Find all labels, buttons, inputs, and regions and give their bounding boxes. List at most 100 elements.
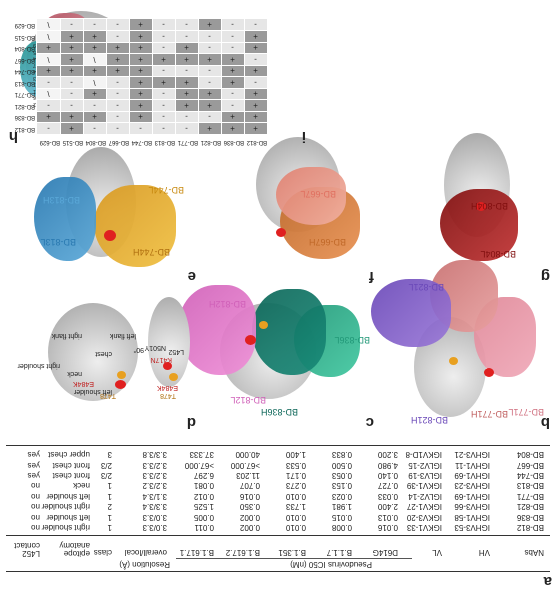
heatmap-cell: +: [243, 110, 268, 124]
table-cell: 0.005: [193, 512, 214, 522]
heatmap-cell: -: [151, 18, 176, 32]
heatmap-cell: \: [82, 75, 107, 89]
heatmap-col-label: BD-629: [39, 139, 60, 145]
heatmap-cell: -: [220, 18, 245, 32]
e484k-site-large: [115, 380, 126, 389]
heatmap-cell: +: [82, 64, 107, 78]
heatmap-cell: +: [197, 18, 222, 32]
table-cell: BD-771: [516, 491, 544, 501]
heatmap-cell: -: [36, 75, 61, 89]
d-label-neck: neck: [67, 370, 82, 377]
label-bd804h: BD-804H: [470, 201, 508, 211]
panel-label-f: f: [369, 268, 374, 285]
table-cell: BD-744: [516, 471, 544, 480]
heatmap-row-label: BD-744: [14, 68, 35, 75]
heatmap-cell: \: [36, 18, 61, 32]
heatmap-col-label: BD-821: [200, 139, 221, 145]
table-cell: 2.400: [377, 502, 398, 512]
table-cell: IGLV2-14: [408, 491, 442, 501]
table-cell: 3.3/3.4: [142, 502, 167, 512]
d-label-right-shoulder: right shoulder: [17, 362, 60, 369]
table-cell: BD-813: [516, 481, 544, 491]
heatmap-col-label: BD-812: [246, 139, 267, 145]
table-cell: 0.016: [239, 491, 260, 501]
heatmap-cell: +: [82, 29, 107, 43]
table-cell: 0.273: [285, 481, 306, 491]
heatmap-cell: +: [174, 75, 199, 89]
label-bd744h: BD-744H: [132, 247, 170, 257]
heatmap-row-label: BD-813: [14, 80, 35, 86]
table-cell: 0.016: [377, 523, 398, 532]
table-cell: BD-812: [516, 523, 544, 532]
heatmap-row-label: BD-812: [14, 126, 35, 132]
th-b1351: B.1.351: [278, 548, 306, 557]
heatmap-cell: -: [59, 87, 84, 101]
table-cell: 0.153: [331, 481, 352, 491]
heatmap-cell: +: [105, 52, 130, 66]
table-cell: 0.350: [239, 502, 260, 512]
table-cell: 3.0/3.3: [142, 512, 167, 522]
heatmap-cell: -: [220, 98, 245, 112]
table-cell: left shoulder: [46, 512, 90, 522]
table-cell: 0.023: [331, 491, 352, 501]
table-cell: 0.171: [285, 471, 306, 480]
table-cell: 0.033: [377, 491, 398, 501]
heatmap-cell: +: [174, 87, 199, 101]
table-cell: IGHV1-11: [455, 460, 490, 470]
table-cell: 0.727: [377, 481, 398, 491]
th-l452: L452 contact: [14, 541, 40, 558]
table-cell: BD-836: [516, 512, 544, 522]
mutation-site-f: [276, 228, 286, 237]
table-row: BD-812 IGHV3-53 IGKV1-33 0.016 0.008 0.010 0.0…: [6, 522, 550, 532]
table-cell: IGLV2-15: [408, 460, 442, 470]
heatmap-cell: +: [220, 75, 245, 89]
heatmap-cell: -: [151, 64, 176, 78]
table-cell: no: [31, 502, 40, 512]
heatmap-cell: +: [128, 98, 153, 112]
heatmap-row-label: BD-667: [14, 57, 35, 63]
table-cell: 0.140: [377, 471, 398, 480]
heatmap-cell: -: [151, 98, 176, 112]
heatmap-row-label: BD-821: [14, 103, 35, 109]
table-cell: 11.203: [236, 471, 260, 480]
heatmap-col-label: BD-667: [108, 139, 129, 145]
th-overall-local: overall/local: [124, 548, 167, 557]
bd836-antibody-heavy: [252, 289, 326, 375]
heatmap-cell: -: [82, 18, 107, 32]
heatmap-cell: -: [105, 18, 130, 32]
heatmap-cell: -: [151, 41, 176, 55]
heatmap-cell: -: [105, 75, 130, 89]
heatmap-cell: \: [36, 87, 61, 101]
table-cell: 0.002: [239, 523, 260, 532]
th-epitope: epitope anatomy: [59, 541, 90, 558]
heatmap-col-label: BD-813: [154, 139, 175, 145]
table-cell: 3: [107, 450, 112, 460]
heatmap-cell: +: [82, 41, 107, 55]
heatmap-cell: +: [243, 121, 268, 135]
heatmap-cell: +: [220, 110, 245, 124]
heatmap-cell: \: [82, 52, 107, 66]
antibody-table: Pseudovirus IC50 (nM) Resolution (Å) NAb…: [6, 439, 550, 572]
table-cell: 3.0/3.3: [142, 523, 167, 532]
table-rule-header: [6, 535, 550, 536]
table-cell: 2: [107, 502, 112, 512]
heatmap-cell: -: [151, 87, 176, 101]
table-cell: BD-667: [516, 460, 544, 470]
table-cell: 0.013: [377, 512, 398, 522]
heatmap-cell: +: [105, 64, 130, 78]
heatmap-cell: -: [151, 110, 176, 124]
th-vl: VL: [432, 548, 442, 557]
heatmap-cell: -: [174, 121, 199, 135]
table-cell: 1: [107, 481, 112, 491]
table-row: BD-804 IGHV3-21 IGKV1D-8 3.200 0.833 1.400 40.…: [6, 449, 550, 459]
table-cell: 40.000: [235, 450, 260, 460]
heatmap-cell: -: [105, 87, 130, 101]
table-row: BD-667 IGHV1-11 IGLV2-15 4.980 0.500 0.533 >67…: [6, 460, 550, 470]
table-cell: no: [31, 512, 40, 522]
table-cell: right shoulder: [41, 523, 90, 532]
panel-label-d: d: [186, 414, 196, 431]
label-bd667l: BD-667L: [300, 189, 336, 199]
d-label-e484k-small: E484K: [156, 384, 178, 391]
table-cell: BD-821: [516, 502, 544, 512]
pseudovirus-group-rule: [176, 558, 412, 559]
